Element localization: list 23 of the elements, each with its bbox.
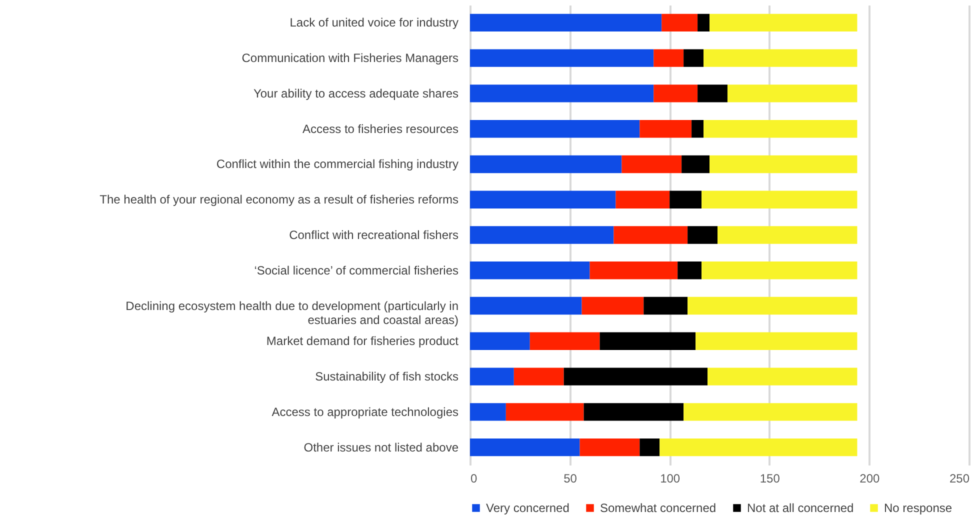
x-tick-label: 50 [564,472,578,486]
y-tick-label: Access to fisheries resources [302,122,458,136]
legend-label: Very concerned [486,501,570,515]
y-tick-label: Other issues not listed above [304,440,459,454]
legend-label: No response [884,501,952,515]
y-tick-label: Conflict within the commercial fishing industry [216,157,458,172]
x-tick-label: 0 [470,472,478,486]
y-tick-label: Communication with Fisheries Managers [242,51,458,66]
x-tick-label: 250 [949,472,970,486]
legend-label: Somewhat concerned [600,501,716,515]
x-tick-label: 100 [660,472,680,486]
y-tick-label: Access to appropriate technologies [272,404,458,419]
y-tick-label: The health of your regional economy as a result of fisheries reforms [100,192,458,207]
y-tick-label: Lack of united voice for industry [290,16,458,30]
y-tick-label: Conflict with recreational fishers [289,228,458,242]
y-tick-label: ‘Social licence’ of commercial fisheries [254,263,458,278]
y-tick-label: Declining ecosystem health due to development (particularly in estuaries and coastal areas) [126,298,459,327]
y-tick-label: Sustainability of fish stocks [315,370,458,384]
x-tick-label: 200 [860,472,880,486]
y-tick-label: Your ability to access adequate shares [253,86,458,100]
legend-label: Not at all concerned [747,501,854,515]
x-tick-label: 150 [760,472,780,486]
y-tick-label: Market demand for fisheries product [266,334,460,348]
